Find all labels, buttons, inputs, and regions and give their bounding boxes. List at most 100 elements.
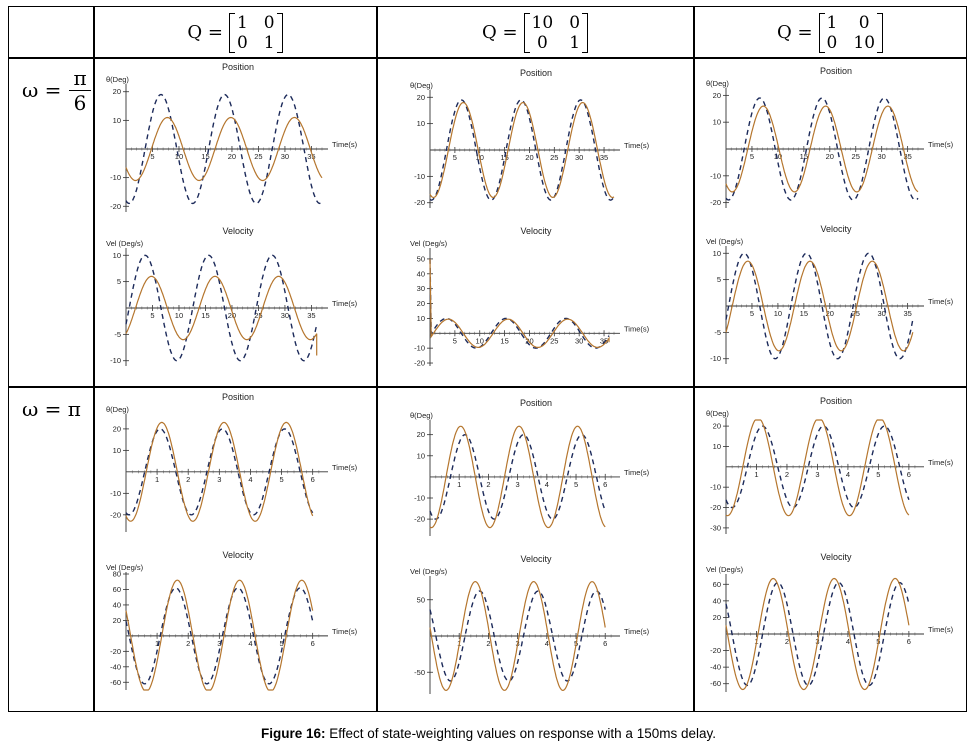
omega-label: ω = [22,78,62,102]
q-label: Q = [481,22,518,43]
x-tick-label: 6 [603,480,607,489]
x-tick-label: 20 [826,152,834,161]
y-tick-label: -60 [110,678,121,687]
y-tick-label: 10 [113,251,121,260]
figure-table [8,6,967,712]
x-tick-label: 3 [217,475,221,484]
header-q-col1: Q = 1 0 0 1 [94,8,376,57]
y-tick-label: 80 [113,570,121,579]
y-tick-label: 10 [417,119,425,128]
x-tick-label: 4 [248,475,252,484]
y-tick-label: -20 [710,198,721,207]
x-tick-label: 20 [826,309,834,318]
x-tick-label: 4 [545,480,549,489]
x-tick-label: 3 [516,480,520,489]
x-tick-label: 10 [476,336,484,345]
x-tick-label: 25 [852,152,860,161]
y-axis-label: Vel (Deg/s) [706,237,744,246]
y-tick-label: 50 [417,595,425,604]
fraction-numerator: π [69,66,91,91]
y-tick-label: -10 [414,172,425,181]
caption-label: Figure 16: [261,726,326,741]
x-tick-label: 1 [155,639,159,648]
x-tick-label: 30 [281,152,289,161]
matrix-cell: 1 [263,32,275,53]
x-tick-label: 5 [876,470,880,479]
response-series-line [125,421,314,522]
row-label-omega-pi: ω = π [22,396,81,422]
x-tick-label: 2 [785,470,789,479]
y-tick-label: -50 [414,668,425,677]
x-tick-label: 25 [550,153,558,162]
x-tick-label: 6 [907,637,911,646]
x-tick-label: 1 [155,475,159,484]
response-series-line [429,258,610,348]
chart-title: Position [520,68,552,78]
y-tick-label: 10 [113,446,121,455]
chart-r1c1-velocity: Velocity Vel (Deg/s) Time(s) 5 10 15 20 25 30 35 -… [106,226,358,366]
x-tick-label: 1 [457,480,461,489]
x-tick-label: 2 [186,475,190,484]
y-tick-label: -60 [710,679,721,688]
x-tick-label: 2 [486,480,490,489]
chart-title: Velocity [222,550,254,560]
matrix-cell: 0 [569,12,581,33]
chart-title: Position [520,398,552,408]
x-tick-label: 6 [603,639,607,648]
y-tick-label: -10 [110,489,121,498]
x-tick-label: 30 [878,152,886,161]
x-tick-label: 30 [281,311,289,320]
matrix-cell: 0 [858,12,870,33]
y-tick-label: 20 [713,613,721,622]
x-axis-label: Time(s) [624,468,650,477]
x-tick-label: 6 [907,470,911,479]
y-tick-label: 10 [713,442,721,451]
x-tick-label: 4 [545,639,549,648]
chart-r2c1-velocity: Velocity Vel (Deg/s) Time(s) 1 2 3 4 5 6 -60 -40 -2… [106,550,358,691]
y-tick-label: -20 [110,510,121,519]
y-tick-label: 60 [113,585,121,594]
y-tick-label: 10 [713,249,721,258]
chart-title: Velocity [520,226,552,236]
q-label: Q = [187,22,223,43]
y-tick-label: -10 [110,356,121,365]
x-tick-label: 10 [175,152,183,161]
q-matrix: 1 0 0 1 [228,12,283,53]
y-tick-label: 5 [117,277,121,286]
x-tick-label: 15 [500,153,508,162]
column-divider-1 [93,6,95,712]
x-tick-label: 30 [878,309,886,318]
chart-title: Position [222,62,254,72]
y-axis-label: θ(Deg) [706,79,729,88]
y-axis-label: θ(Deg) [410,411,433,420]
x-tick-label: 4 [846,470,850,479]
y-tick-label: -20 [414,359,425,368]
reference-series-line [725,581,910,687]
matrix-cell: 1 [236,12,248,33]
reference-series-line [429,433,606,520]
x-tick-label: 3 [815,470,819,479]
q-matrix: 1 0 0 10 [818,12,884,53]
chart-title: Velocity [222,226,254,236]
x-tick-label: 25 [550,336,558,345]
chart-title: Position [222,392,254,402]
x-tick-label: 4 [846,637,850,646]
y-tick-label: 20 [113,424,121,433]
x-tick-label: 15 [800,309,808,318]
x-axis-label: Time(s) [332,627,358,636]
x-tick-label: 35 [307,152,315,161]
y-tick-label: 10 [113,116,121,125]
x-tick-label: 20 [525,336,533,345]
header-q-col2: Q = 10 0 0 1 [377,8,693,57]
chart-r1c1-position: Position θ(Deg) Time(s) 5 10 15 20 25 30 35 -20 -10… [106,62,358,212]
matrix-cell: 10 [531,12,554,33]
row-label-omega-pi-6: ω = π 6 [22,62,91,118]
reference-series-line [429,590,606,682]
x-tick-label: 25 [254,152,262,161]
y-tick-label: 10 [417,314,425,323]
reference-series-line [725,252,914,360]
q-matrix: 10 0 0 1 [523,12,589,53]
x-tick-label: 6 [311,475,315,484]
y-tick-label: -5 [114,330,121,339]
